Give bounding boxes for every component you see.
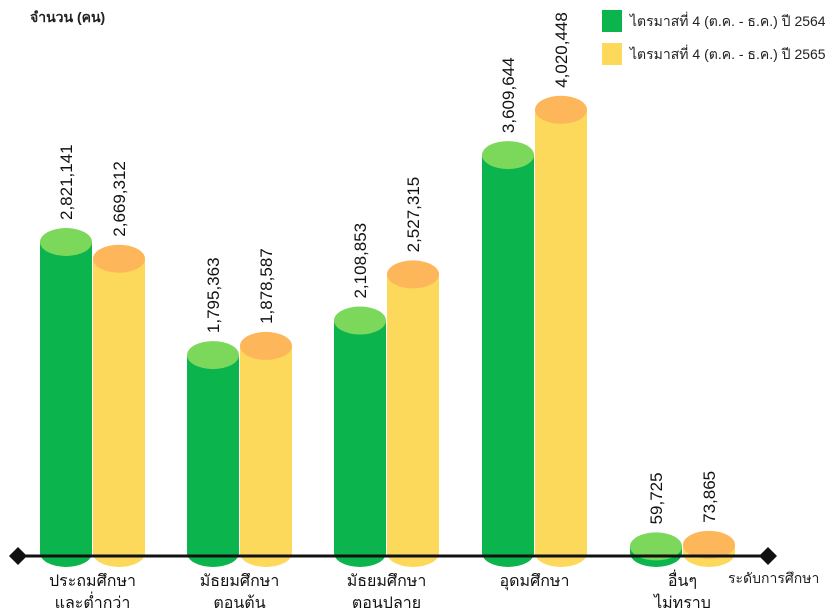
bar-body-c4-s2 bbox=[535, 109, 587, 568]
category-label-2: มัธยมศึกษาตอนต้น bbox=[200, 573, 280, 612]
legend-label-2: ไตรมาสที่ 4 (ต.ค. - ธ.ค.) ปี 2565 bbox=[629, 45, 825, 62]
bar-top-c2-s2 bbox=[240, 331, 292, 360]
bar-body-c4-s1 bbox=[482, 155, 534, 567]
value-label-c1-s2: 2,669,312 bbox=[110, 161, 129, 237]
value-label-c4-s1: 3,609,644 bbox=[499, 57, 518, 133]
value-label-c1-s1: 2,821,141 bbox=[57, 144, 76, 220]
value-label-c3-s2: 2,527,315 bbox=[404, 177, 423, 253]
value-label-c4-s2: 4,020,448 bbox=[552, 12, 571, 88]
category-label-line: ไม่ทราบ bbox=[652, 593, 711, 612]
category-labels-group: ประถมศึกษาและต่ำกว่ามัธยมศึกษาตอนต้นมัธย… bbox=[49, 569, 711, 612]
category-label-line: และต่ำกว่า bbox=[55, 591, 131, 612]
category-label-line: ประถมศึกษา bbox=[49, 573, 136, 590]
bar-top-c5-s1 bbox=[630, 532, 682, 561]
x-axis-title: ระดับการศึกษา bbox=[728, 570, 819, 586]
bar-body-c2-s2 bbox=[240, 345, 292, 567]
legend-swatch-2 bbox=[602, 43, 622, 65]
axis-diamond-right bbox=[759, 547, 777, 565]
value-labels-group: 2,821,141 2,669,312 1,795,363 1,878,587 2,10… bbox=[57, 12, 719, 524]
value-label-c2-s2: 1,878,587 bbox=[257, 248, 276, 324]
bar-top-c4-s2 bbox=[535, 95, 587, 124]
y-axis-title: จำนวน (คน) bbox=[30, 9, 105, 25]
axis-diamond-left bbox=[9, 547, 27, 565]
value-label-c3-s1: 2,108,853 bbox=[351, 223, 370, 299]
bar-body-c1-s1 bbox=[40, 242, 92, 567]
category-label-1: ประถมศึกษาและต่ำกว่า bbox=[49, 573, 136, 612]
x-axis bbox=[9, 547, 777, 565]
bar-top-c4-s1 bbox=[482, 141, 534, 170]
bar-body-c3-s2 bbox=[387, 274, 439, 567]
bar-top-c3-s2 bbox=[387, 260, 439, 289]
value-label-c5-s2: 73,865 bbox=[700, 471, 719, 523]
bar-top-c2-s1 bbox=[187, 341, 239, 370]
category-label-4: อุดมศึกษา bbox=[500, 573, 570, 591]
legend: ไตรมาสที่ 4 (ต.ค. - ธ.ค.) ปี 2564 ไตรมาสท… bbox=[602, 10, 825, 65]
bar-top-c1-s2 bbox=[93, 244, 145, 273]
legend-swatch-1 bbox=[602, 10, 622, 32]
bars-group bbox=[40, 95, 735, 568]
category-label-line: ตอนปลาย bbox=[352, 595, 421, 612]
bar-body-c1-s2 bbox=[93, 258, 145, 567]
bar-top-c5-s2 bbox=[683, 530, 735, 559]
category-label-5: อื่นๆไม่ทราบ bbox=[652, 569, 711, 612]
bar-body-c2-s1 bbox=[187, 355, 239, 567]
category-label-line: ตอนต้น bbox=[213, 594, 265, 612]
value-label-c5-s1: 59,725 bbox=[647, 472, 666, 524]
category-label-line: อุดมศึกษา bbox=[500, 573, 570, 591]
value-label-c2-s1: 1,795,363 bbox=[204, 257, 223, 333]
bar-body-c3-s1 bbox=[334, 320, 386, 567]
category-label-line: อื่นๆ bbox=[668, 569, 697, 590]
bar-top-c1-s1 bbox=[40, 228, 92, 256]
category-label-line: มัธยมศึกษา bbox=[347, 573, 427, 590]
category-label-3: มัธยมศึกษาตอนปลาย bbox=[347, 573, 427, 612]
bar-top-c3-s1 bbox=[334, 306, 386, 335]
legend-label-1: ไตรมาสที่ 4 (ต.ค. - ธ.ค.) ปี 2564 bbox=[629, 12, 825, 29]
category-label-line: มัธยมศึกษา bbox=[200, 573, 280, 590]
